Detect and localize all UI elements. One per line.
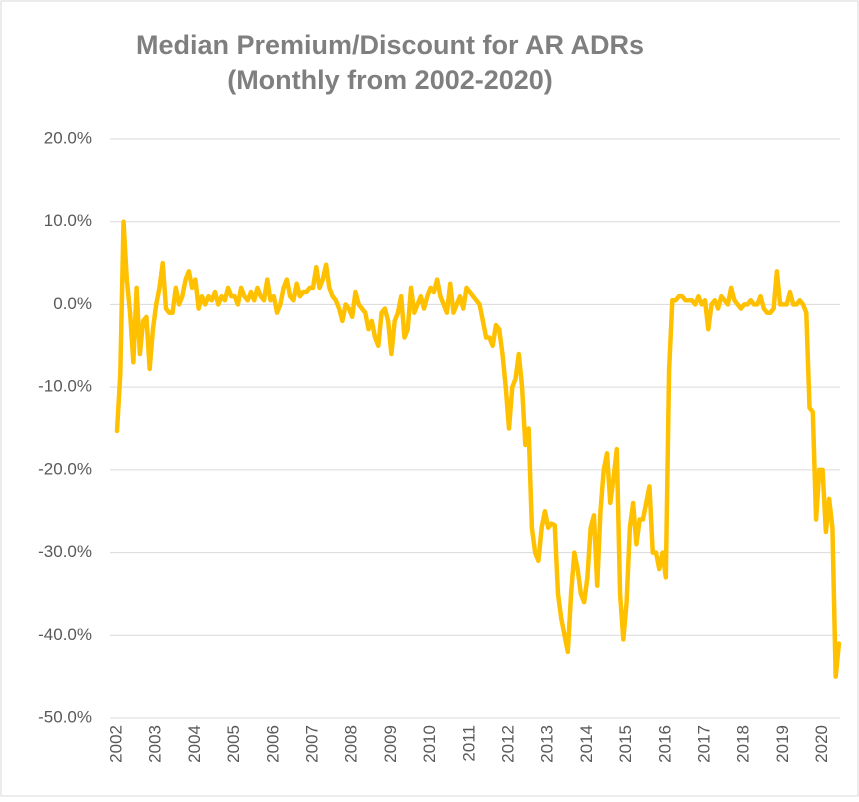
y-tick-label: 0.0% — [53, 294, 92, 313]
y-tick-label: -10.0% — [38, 377, 92, 396]
x-tick-label: 2003 — [146, 725, 165, 763]
y-tick-label: 10.0% — [44, 211, 92, 230]
x-tick-label: 2016 — [655, 725, 674, 763]
x-tick-label: 2002 — [106, 725, 125, 763]
x-tick-label: 2020 — [812, 725, 831, 763]
y-tick-label: -20.0% — [38, 459, 92, 478]
y-tick-label: 20.0% — [44, 128, 92, 147]
x-tick-label: 2008 — [342, 725, 361, 763]
x-tick-label: 2012 — [498, 725, 517, 763]
x-tick-label: 2019 — [773, 725, 792, 763]
x-tick-label: 2006 — [263, 725, 282, 763]
x-tick-label: 2007 — [302, 725, 321, 763]
x-tick-label: 2009 — [381, 725, 400, 763]
data-line — [114, 219, 842, 679]
x-tick-label: 2004 — [185, 725, 204, 763]
chart-title: Median Premium/Discount for AR ADRs — [136, 30, 644, 60]
x-tick-label: 2014 — [577, 725, 596, 763]
y-tick-label: -50.0% — [38, 707, 92, 726]
x-tick-label: 2005 — [224, 725, 243, 763]
x-tick-label: 2017 — [694, 725, 713, 763]
x-tick-label: 2018 — [734, 725, 753, 763]
chart-subtitle: (Monthly from 2002-2020) — [227, 65, 553, 95]
x-tick-label: 2013 — [538, 725, 557, 763]
y-tick-label: -40.0% — [38, 625, 92, 644]
x-tick-label: 2015 — [616, 725, 635, 763]
x-tick-label: 2011 — [459, 725, 478, 762]
x-tick-label: 2010 — [420, 725, 439, 763]
y-tick-label: -30.0% — [38, 542, 92, 561]
